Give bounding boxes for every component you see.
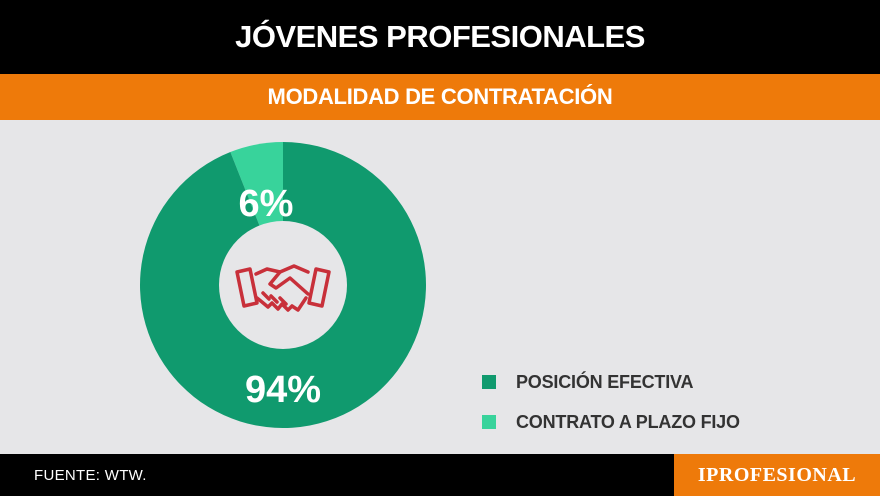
footer-bar: FUENTE: WTW. IPROFESIONAL [0, 454, 880, 496]
legend-swatch [482, 375, 496, 389]
legend-item: POSICIÓN EFECTIVA [482, 372, 740, 392]
legend-label: POSICIÓN EFECTIVA [516, 371, 694, 392]
chart-area: 6% 94% POSICIÓN EFECTIVA CONTRATO A PLAZO … [0, 120, 880, 454]
chart-legend: POSICIÓN EFECTIVA CONTRATO A PLAZO FIJO [482, 372, 740, 452]
page-title: JÓVENES PROFESIONALES [235, 19, 645, 54]
slice-value-label: 94% [245, 369, 321, 411]
subheader-bar: MODALIDAD DE CONTRATACIÓN [0, 74, 880, 120]
brand-logo: IPROFESIONAL [674, 454, 880, 496]
header-bar: JÓVENES PROFESIONALES [0, 0, 880, 74]
source-note: FUENTE: WTW. [34, 467, 147, 484]
legend-label: CONTRATO A PLAZO FIJO [516, 411, 740, 432]
donut-chart: 6% 94% [140, 142, 426, 428]
brand-name: IPROFESIONAL [697, 463, 857, 486]
legend-swatch [482, 415, 496, 429]
slice-value-label: 6% [239, 183, 294, 225]
chart-subtitle: MODALIDAD DE CONTRATACIÓN [267, 84, 613, 109]
legend-item: CONTRATO A PLAZO FIJO [482, 412, 740, 432]
handshake-icon [235, 264, 331, 312]
